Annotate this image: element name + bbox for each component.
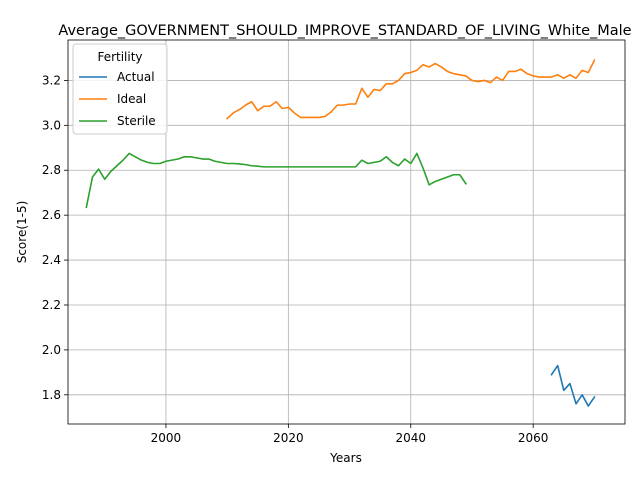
series-line-actual [552,366,595,406]
y-tick-label: 2.0 [42,343,61,357]
x-tick-label: 2020 [273,431,304,445]
x-tick-label: 2000 [151,431,182,445]
x-axis-label: Years [329,451,362,465]
y-axis-label: Score(1-5) [15,201,29,264]
chart-title: Average_GOVERNMENT_SHOULD_IMPROVE_STANDA… [58,23,631,39]
y-tick-label: 3.0 [42,118,61,132]
legend-label: Ideal [117,92,146,106]
y-tick-label: 3.2 [42,73,61,87]
y-tick-label: 2.8 [42,163,61,177]
legend-label: Sterile [117,114,156,128]
y-tick-label: 2.2 [42,298,61,312]
legend-title: Fertility [97,50,142,64]
legend-label: Actual [117,70,155,84]
series-line-sterile [86,153,466,207]
y-tick-label: 2.4 [42,253,61,267]
y-tick-label: 2.6 [42,208,61,222]
legend: Fertility Actual Ideal Sterile [73,44,167,134]
y-tick-label: 1.8 [42,388,61,402]
x-tick-label: 2060 [518,431,549,445]
x-tick-label: 2040 [395,431,426,445]
